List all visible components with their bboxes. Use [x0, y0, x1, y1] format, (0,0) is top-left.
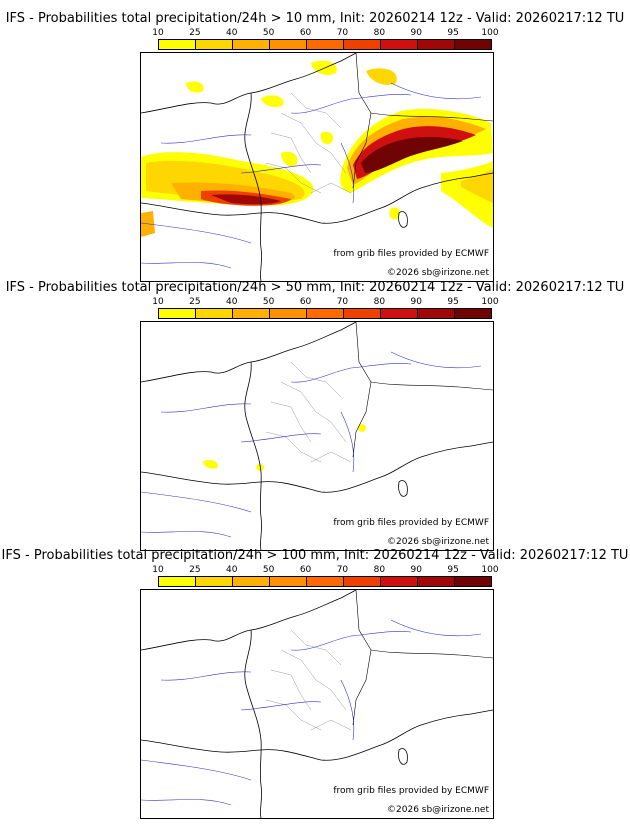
colorbar-segment — [270, 577, 307, 586]
colorbar-tick-label: 95 — [447, 297, 459, 307]
colorbar-segment — [196, 40, 233, 49]
panel-100mm: IFS - Probabilities total precipitation/… — [0, 548, 630, 819]
panel-10mm: IFS - Probabilities total precipitation/… — [0, 11, 630, 282]
colorbar-tick-label: 95 — [447, 565, 459, 575]
colorbar-segment — [381, 577, 418, 586]
colorbar-tick-label: 40 — [226, 565, 238, 575]
colorbar-segment — [159, 40, 196, 49]
colorbar-tick-label: 60 — [299, 297, 312, 307]
colorbar-tick-label: 90 — [410, 565, 422, 575]
panel-title: IFS - Probabilities total precipitation/… — [5, 11, 625, 26]
colorbar-tick-label: 50 — [262, 28, 275, 38]
colorbar-tick-label: 70 — [336, 28, 349, 38]
colorbar-tick-label: 25 — [189, 297, 201, 307]
colorbar-segment — [344, 577, 381, 586]
colorbar-segment — [418, 40, 455, 49]
rivers — [141, 351, 482, 538]
colorbar-tick-label: 90 — [410, 28, 422, 38]
precipitation-field — [141, 60, 493, 237]
colorbar-tick-label: 70 — [336, 565, 349, 575]
colorbar-tick-label: 90 — [410, 297, 422, 307]
copyright-credit: ©2026 sb@irizone.net — [386, 805, 490, 815]
probability-map: from grib files provided by ECMWF ©2026 … — [140, 321, 494, 551]
precipitation-field — [203, 424, 366, 471]
colorbar-segment — [418, 309, 455, 318]
colorbar-segment — [344, 40, 381, 49]
colorbar-segment — [381, 40, 418, 49]
colorbar — [158, 308, 492, 319]
copyright-credit: ©2026 sb@irizone.net — [386, 268, 490, 278]
colorbar-segment — [233, 40, 270, 49]
coastlines-and-borders — [141, 322, 493, 550]
colorbar-tick-label: 10 — [152, 28, 164, 38]
colorbar — [158, 39, 492, 50]
colorbar-tick-label: 80 — [373, 297, 386, 307]
colorbar-segment — [307, 40, 344, 49]
colorbar-ticks: 10 25 40 50 60 70 80 90 95 100 — [148, 565, 498, 575]
colorbar-tick-label: 100 — [481, 565, 499, 575]
colorbar-segment — [307, 309, 344, 318]
colorbar-segment — [307, 577, 344, 586]
colorbar-segment — [196, 309, 233, 318]
source-credit: from grib files provided by ECMWF — [332, 249, 490, 259]
colorbar-tick-label: 70 — [336, 297, 349, 307]
colorbar-tick-label: 25 — [189, 565, 201, 575]
colorbar-tick-label: 40 — [226, 297, 238, 307]
colorbar-segment — [159, 577, 196, 586]
colorbar-segment — [233, 577, 270, 586]
colorbar-segment — [455, 577, 491, 586]
colorbar-segment — [159, 309, 196, 318]
colorbar-tick-label: 80 — [373, 28, 386, 38]
colorbar-segment — [418, 577, 455, 586]
colorbar-tick-label: 100 — [481, 28, 499, 38]
colorbar-tick-label: 60 — [299, 28, 312, 38]
probability-map: from grib files provided by ECMWF ©2026 … — [140, 589, 494, 819]
colorbar-tick-label: 100 — [481, 297, 499, 307]
colorbar-tick-label: 10 — [152, 565, 164, 575]
colorbar-segment — [455, 309, 491, 318]
colorbar-segment — [344, 309, 381, 318]
colorbar-tick-label: 25 — [189, 28, 201, 38]
colorbar-tick-label: 50 — [262, 565, 275, 575]
colorbar-segment — [233, 309, 270, 318]
rivers — [141, 82, 482, 269]
colorbar-tick-label: 80 — [373, 565, 386, 575]
rivers — [141, 619, 482, 806]
probability-map: from grib files provided by ECMWF ©2026 … — [140, 52, 494, 282]
colorbar-segment — [455, 40, 491, 49]
colorbar-tick-label: 60 — [299, 565, 312, 575]
coastlines-and-borders — [141, 53, 493, 281]
colorbar-segment — [381, 309, 418, 318]
colorbar-tick-label: 40 — [226, 28, 238, 38]
panel-title: IFS - Probabilities total precipitation/… — [1, 548, 629, 563]
colorbar-ticks: 10 25 40 50 60 70 80 90 95 100 — [148, 297, 498, 307]
coastlines-and-borders — [141, 590, 493, 818]
colorbar-tick-label: 10 — [152, 297, 164, 307]
copyright-credit: ©2026 sb@irizone.net — [386, 537, 490, 547]
colorbar-segment — [270, 309, 307, 318]
colorbar-ticks: 10 25 40 50 60 70 80 90 95 100 — [148, 28, 498, 38]
colorbar-segment — [270, 40, 307, 49]
colorbar-segment — [196, 577, 233, 586]
colorbar-tick-label: 50 — [262, 297, 275, 307]
colorbar — [158, 576, 492, 587]
panel-50mm: IFS - Probabilities total precipitation/… — [0, 280, 630, 551]
colorbar-tick-label: 95 — [447, 28, 459, 38]
panel-title: IFS - Probabilities total precipitation/… — [5, 280, 625, 295]
source-credit: from grib files provided by ECMWF — [332, 518, 490, 528]
source-credit: from grib files provided by ECMWF — [332, 786, 490, 796]
